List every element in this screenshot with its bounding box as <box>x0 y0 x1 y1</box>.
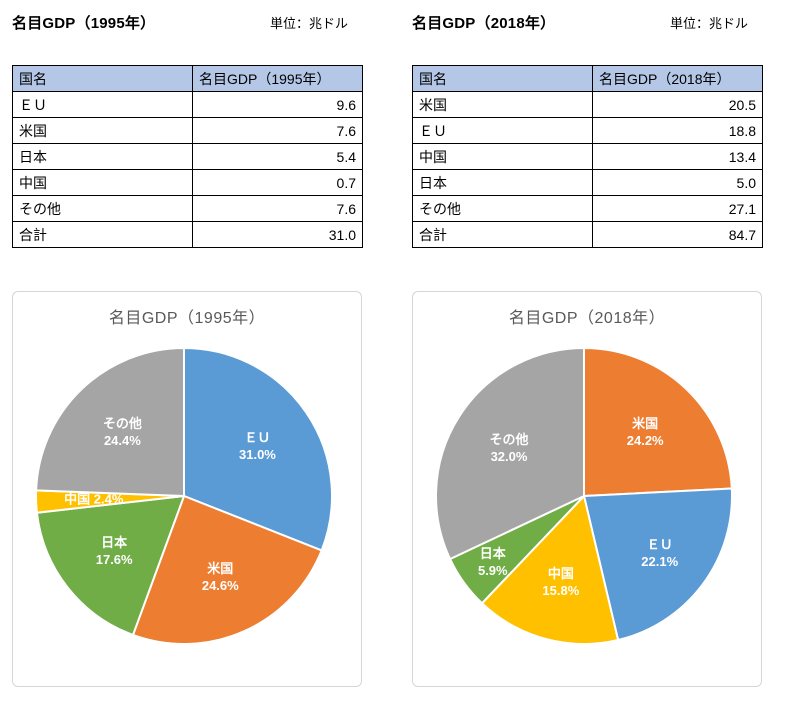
header-country: 国名 <box>12 65 193 92</box>
table-cell-country: 日本 <box>412 169 593 196</box>
table-cell-country: その他 <box>412 195 593 222</box>
table-cell-value: 9.6 <box>192 91 363 118</box>
pie-slice <box>435 347 585 561</box>
pie-area-2018: 米国 24.2% ＥＵ 22.1% 中国 15.8% 日本 5.9% その他 32.0% <box>413 292 761 686</box>
table-row: 米国 20.5 <box>412 91 763 118</box>
gdp-table-1995: 国名 名目GDP（1995年） ＥＵ 9.6 米国 7.6 日本 5.4 中国 0.7 その他 7.6… <box>12 65 363 248</box>
table-row: 中国 13.4 <box>412 143 763 170</box>
table-cell-value: 13.4 <box>592 143 763 170</box>
table-cell-value: 84.7 <box>592 221 763 248</box>
table-cell-value: 5.4 <box>192 143 363 170</box>
pie-slice <box>583 347 733 497</box>
panel-1995: 名目GDP（1995年） 単位：兆ドル 国名 名目GDP（1995年） ＥＵ 9.6 米… <box>12 12 363 248</box>
table-cell-country: 米国 <box>412 91 593 118</box>
pie-slice <box>35 495 185 636</box>
table-cell-country: 米国 <box>12 117 193 144</box>
panel-2018-title-row: 名目GDP（2018年） 単位：兆ドル <box>412 12 762 34</box>
table-row: 日本 5.0 <box>412 169 763 196</box>
table-cell-country: 中国 <box>412 143 593 170</box>
page-title-1995: 名目GDP（1995年） <box>12 15 156 32</box>
table-row: 合計 31.0 <box>12 221 363 248</box>
table-cell-country: その他 <box>12 195 193 222</box>
table-row: 中国 0.7 <box>12 169 363 196</box>
table-header-row: 国名 名目GDP（2018年） <box>412 65 763 92</box>
table-cell-country: ＥＵ <box>12 91 193 118</box>
table-row: その他 27.1 <box>412 195 763 222</box>
chart-title-1995: 名目GDP（1995年） <box>108 310 266 327</box>
table-cell-value: 18.8 <box>592 117 763 144</box>
pie-area-1995: ＥＵ 31.0% 米国 24.6% 日本 17.6% 中国 2.4% その他 24.4% <box>13 292 361 686</box>
table-cell-value: 27.1 <box>592 195 763 222</box>
table-cell-value: 31.0 <box>192 221 363 248</box>
unit-label-2018: 単位：兆ドル <box>669 16 748 31</box>
table-cell-value: 7.6 <box>192 195 363 222</box>
table-cell-value: 0.7 <box>192 169 363 196</box>
table-header-row: 国名 名目GDP（1995年） <box>12 65 363 92</box>
pie-slice <box>481 495 620 645</box>
table-row: 日本 5.4 <box>12 143 363 170</box>
table-cell-country: ＥＵ <box>412 117 593 144</box>
table-row: その他 7.6 <box>12 195 363 222</box>
table-cell-country: 合計 <box>12 221 193 248</box>
table-row: 米国 7.6 <box>12 117 363 144</box>
table-cell-value: 5.0 <box>592 169 763 196</box>
pie-slice <box>35 347 185 497</box>
unit-label-1995: 単位：兆ドル <box>269 16 348 31</box>
panel-2018: 名目GDP（2018年） 単位：兆ドル 国名 名目GDP（2018年） 米国 20.5… <box>412 12 763 248</box>
panel-1995-title-row: 名目GDP（1995年） 単位：兆ドル <box>12 12 362 34</box>
chart-title-2018: 名目GDP（2018年） <box>508 310 666 327</box>
page-title-2018: 名目GDP（2018年） <box>412 15 556 32</box>
pie-slice <box>131 495 323 645</box>
table-row: 合計 84.7 <box>412 221 763 248</box>
header-gdp: 名目GDP（2018年） <box>592 65 763 92</box>
table-cell-value: 7.6 <box>192 117 363 144</box>
table-cell-country: 合計 <box>412 221 593 248</box>
header-country: 国名 <box>412 65 593 92</box>
pie-svg <box>435 347 733 645</box>
table-row: ＥＵ 18.8 <box>412 117 763 144</box>
table-cell-country: 中国 <box>12 169 193 196</box>
gdp-table-2018: 国名 名目GDP（2018年） 米国 20.5 ＥＵ 18.8 中国 13.4 日本 5.0 その他… <box>412 65 763 248</box>
table-cell-value: 20.5 <box>592 91 763 118</box>
table-row: ＥＵ 9.6 <box>12 91 363 118</box>
pie-slice <box>583 487 733 642</box>
header-gdp: 名目GDP（1995年） <box>192 65 363 92</box>
pie-chart-2018: 名目GDP（2018年） 米国 24.2% ＥＵ 22.1% 中国 15.8% 日本 5.9%… <box>412 291 762 687</box>
table-cell-country: 日本 <box>12 143 193 170</box>
pie-slice <box>183 347 333 552</box>
pie-chart-1995: 名目GDP（1995年） ＥＵ 31.0% 米国 24.6% 日本 17.6% 中国 2.4… <box>12 291 362 687</box>
pie-svg <box>35 347 333 645</box>
